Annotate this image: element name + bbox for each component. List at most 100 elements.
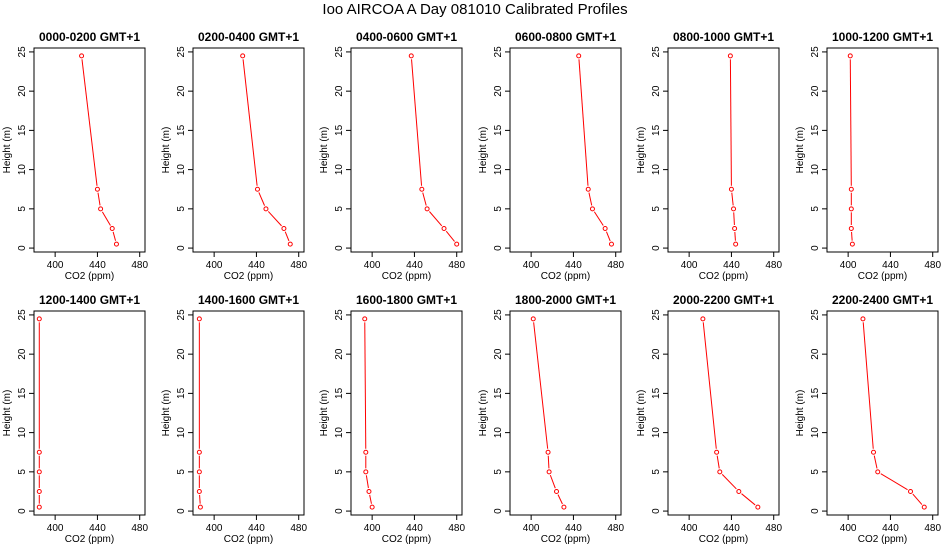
plot-box [509, 47, 622, 253]
chart-panel: 2200-2400 GMT+1 400 440 480 0 5 10 15 20 25 CO2 (p… [795, 293, 941, 545]
y-axis-label: Height (m) [161, 390, 172, 437]
data-point [196, 469, 202, 475]
chart-panel: 1000-1200 GMT+1 400 440 480 0 5 10 15 20 25 CO2 (p… [795, 30, 941, 282]
y-tick-label: 25 [651, 309, 662, 321]
chart-panel: 2000-2200 GMT+1 400 440 480 0 5 10 15 20 25 CO2 (p… [636, 293, 782, 545]
y-tick-label: 25 [334, 46, 345, 58]
y-axis-label: Height (m) [795, 127, 806, 174]
y-tick-label: 0 [810, 508, 821, 514]
series-line-segment [593, 211, 604, 226]
x-tick-label: 440 [565, 260, 582, 271]
data-point [36, 449, 42, 455]
y-tick-label: 5 [810, 206, 821, 212]
x-tick-label: 400 [206, 523, 223, 534]
x-tick-label: 400 [840, 523, 857, 534]
panel-title: 0600-0800 GMT+1 [515, 30, 616, 44]
x-tick-label: 440 [248, 260, 265, 271]
data-point [419, 186, 425, 192]
y-tick-label: 5 [334, 469, 345, 475]
data-point [287, 241, 293, 247]
panel-title: 1600-1800 GMT+1 [356, 293, 457, 307]
y-tick-label: 0 [651, 245, 662, 251]
x-tick-label: 480 [765, 260, 782, 271]
x-tick-label: 400 [681, 260, 698, 271]
y-tick-label: 20 [810, 85, 821, 97]
data-point [36, 316, 42, 322]
y-tick-label: 5 [334, 206, 345, 212]
data-point [369, 504, 375, 510]
y-tick-label: 5 [810, 469, 821, 475]
data-point [363, 449, 369, 455]
data-point [848, 225, 854, 231]
y-tick-label: 5 [651, 469, 662, 475]
series-line-segment [429, 211, 443, 227]
y-axis-label: Height (m) [478, 390, 489, 437]
data-point [441, 225, 447, 231]
data-point [736, 488, 742, 494]
series-line-segment [716, 455, 720, 469]
x-tick-label: 440 [565, 523, 582, 534]
y-tick-label: 25 [17, 309, 28, 321]
x-axis-label: CO2 (ppm) [382, 534, 431, 545]
x-tick-label: 400 [206, 260, 223, 271]
series-line-segment [112, 231, 117, 241]
data-point [362, 316, 368, 322]
data-point [424, 206, 430, 212]
x-tick-label: 480 [290, 260, 307, 271]
series-line-segment [702, 322, 717, 449]
y-tick-label: 15 [810, 387, 821, 399]
x-axis-label: CO2 (ppm) [382, 271, 431, 282]
chart-panel: 1200-1400 GMT+1 400 440 480 0 5 10 15 20 25 CO2 (p… [2, 293, 148, 545]
data-point [848, 206, 854, 212]
series-line-segment [880, 473, 908, 491]
y-tick-label: 0 [176, 508, 187, 514]
chart-panel: 0400-0600 GMT+1 400 440 480 0 5 10 15 20 25 CO2 (p… [319, 30, 465, 282]
data-point [727, 53, 733, 59]
data-point [36, 469, 42, 475]
y-tick-label: 15 [651, 124, 662, 136]
series-line-segment [267, 211, 282, 227]
x-tick-label: 480 [131, 260, 148, 271]
data-point [98, 206, 104, 212]
y-tick-label: 0 [17, 508, 28, 514]
y-tick-label: 10 [334, 427, 345, 439]
series-line-segment [81, 59, 98, 186]
x-axis-label: CO2 (ppm) [699, 534, 748, 545]
panel-title: 0800-1000 GMT+1 [673, 30, 774, 44]
x-axis-label: CO2 (ppm) [858, 534, 907, 545]
series-line-segment [733, 212, 735, 225]
series-line-segment [533, 322, 549, 449]
y-tick-label: 10 [176, 164, 187, 176]
y-tick-label: 0 [17, 245, 28, 251]
panel-title: 2200-2400 GMT+1 [832, 293, 933, 307]
y-axis-label: Height (m) [319, 127, 330, 174]
data-point [714, 449, 720, 455]
plot-box [33, 47, 146, 253]
y-tick-label: 15 [176, 387, 187, 399]
panel-title: 1400-1600 GMT+1 [198, 293, 299, 307]
series-line-segment [445, 230, 455, 242]
y-tick-label: 20 [493, 348, 504, 360]
series-line-segment [729, 59, 732, 186]
x-tick-label: 440 [882, 260, 899, 271]
y-tick-label: 25 [176, 309, 187, 321]
x-tick-label: 480 [607, 260, 624, 271]
data-point [79, 53, 85, 59]
data-point [366, 488, 372, 494]
data-point [113, 241, 119, 247]
data-point [700, 316, 706, 322]
series-line-segment [547, 455, 550, 469]
y-tick-label: 20 [810, 348, 821, 360]
y-tick-label: 0 [493, 508, 504, 514]
x-tick-label: 440 [89, 260, 106, 271]
y-axis-label: Height (m) [2, 127, 13, 174]
x-tick-label: 400 [364, 523, 381, 534]
y-tick-label: 10 [17, 427, 28, 439]
x-tick-label: 480 [924, 523, 941, 534]
y-tick-label: 20 [651, 348, 662, 360]
series-line-segment [557, 494, 563, 505]
plot-box [826, 47, 939, 253]
figure-title: Ioo AIRCOA A Day 081010 Calibrated Profi… [322, 1, 628, 18]
y-axis-label: Height (m) [2, 390, 13, 437]
y-tick-label: 20 [176, 348, 187, 360]
